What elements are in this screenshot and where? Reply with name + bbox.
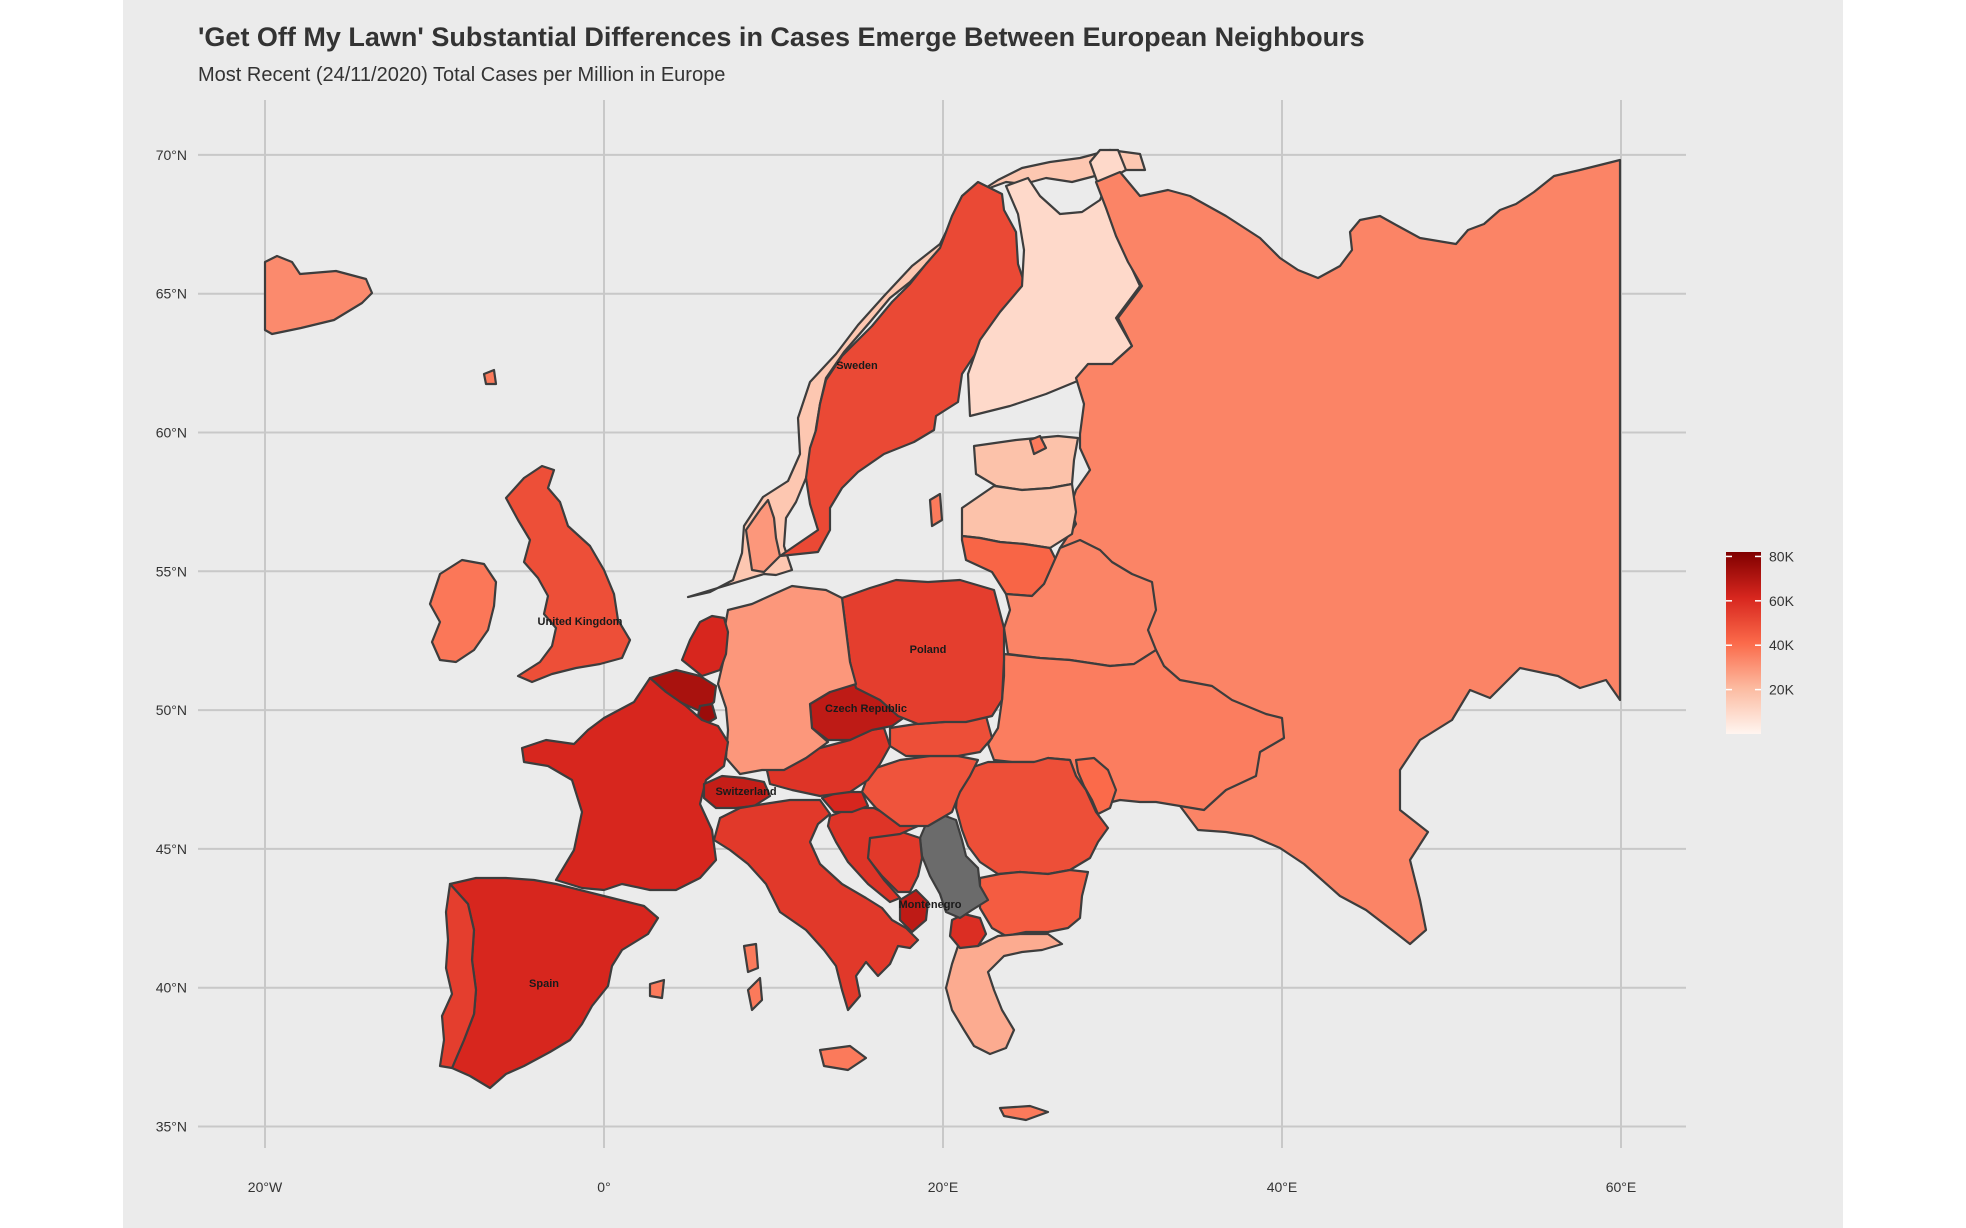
country-bulgaria [978, 868, 1090, 938]
country-label-spain: Spain [529, 978, 559, 990]
island-shape [1028, 434, 1048, 456]
island-shape [742, 942, 760, 974]
country-serbia [918, 812, 990, 920]
country-north-macedonia [948, 912, 988, 950]
country-portugal [438, 882, 478, 1070]
y-tick-label: 55°N [156, 563, 187, 579]
island-shape [818, 1044, 868, 1072]
country-iceland [263, 254, 374, 336]
y-tick-label: 65°N [156, 286, 187, 302]
legend-tick-label: 80K [1769, 548, 1795, 564]
country-estonia [972, 434, 1080, 492]
y-tick-label: 40°N [156, 980, 187, 996]
country-montenegro [898, 888, 930, 934]
country-germany [716, 584, 858, 776]
country-label-czech-republic: Czech Republic [825, 703, 907, 715]
y-tick-label: 35°N [156, 1119, 187, 1135]
x-tick-label: 0° [597, 1179, 610, 1195]
country-moldova [1074, 756, 1118, 816]
x-tick-label: 40°E [1267, 1179, 1298, 1195]
island-shape [998, 1104, 1050, 1122]
country-label-poland: Poland [910, 644, 947, 656]
country-poland [840, 578, 1006, 726]
chart-subtitle: Most Recent (24/11/2020) Total Cases per… [198, 64, 726, 86]
y-tick-label: 60°N [156, 425, 187, 441]
country-italy [712, 798, 920, 1012]
y-tick-label: 45°N [156, 841, 187, 857]
country-france [520, 676, 730, 892]
country-sweden [778, 180, 1028, 558]
country-switzerland [702, 774, 772, 810]
y-tick-label: 50°N [156, 702, 187, 718]
legend-tick-label: 20K [1769, 682, 1795, 698]
country-united-kingdom [504, 464, 632, 684]
legend-tick-label: 60K [1769, 593, 1795, 609]
island-shape [746, 976, 764, 1012]
country-label-united-kingdom: United Kingdom [538, 616, 623, 628]
country-labels: Sweden United Kingdom Poland Czech Republic… [529, 360, 962, 990]
country-netherlands [680, 614, 730, 678]
legend-tick-label: 40K [1769, 637, 1795, 653]
country-label-switzerland: Switzerland [715, 786, 776, 798]
island-shape [482, 368, 498, 386]
country-label-montenegro: Montenegro [899, 899, 962, 911]
country-denmark [744, 498, 782, 574]
color-legend: 80K 60K 40K 20K [1726, 548, 1795, 734]
chart-title: 'Get Off My Lawn' Substantial Difference… [198, 22, 1365, 52]
island-shape [648, 978, 666, 1000]
country-shapes [263, 148, 1622, 1122]
country-label-sweden: Sweden [836, 360, 878, 372]
x-tick-label: 20°W [248, 1179, 283, 1195]
island-shape [928, 492, 944, 528]
country-austria [764, 726, 892, 798]
country-russia [1058, 158, 1622, 946]
legend-colorbar [1726, 552, 1761, 734]
x-tick-label: 20°E [928, 1179, 959, 1195]
country-romania [954, 756, 1110, 876]
y-tick-label: 70°N [156, 147, 187, 163]
x-tick-label: 60°E [1606, 1179, 1637, 1195]
country-greece [944, 932, 1064, 1056]
country-ireland [428, 558, 498, 664]
